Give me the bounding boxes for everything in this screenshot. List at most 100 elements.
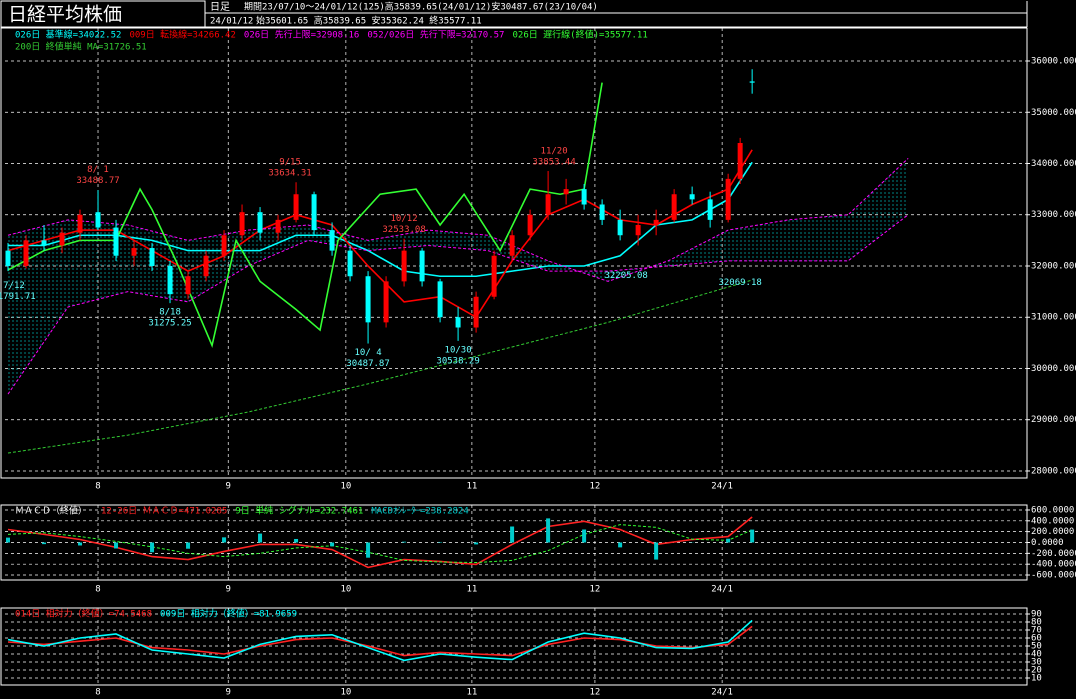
candle-body: [239, 212, 245, 236]
histogram-bar: [6, 537, 11, 543]
candle-body: [365, 276, 371, 323]
x-tick-label: 11: [466, 688, 477, 698]
annotation-value: 31791.71: [0, 292, 36, 302]
legend-entry: 026日 遅行線(終値)=35577.11: [512, 29, 647, 41]
candle-body: [617, 219, 623, 236]
histogram-bar: [366, 542, 371, 558]
candle-body: [419, 250, 425, 282]
candle-body: [221, 235, 227, 256]
candle-body: [545, 194, 551, 215]
candle-body: [275, 219, 281, 233]
y-tick-label: 600.0000: [1031, 505, 1074, 515]
histogram-bar: [330, 542, 335, 547]
x-tick-label: 24/1: [711, 688, 733, 698]
candle-body: [77, 214, 83, 233]
candle-body: [23, 240, 29, 266]
legend-entry: 026日 先行上限=32908.16: [244, 29, 359, 41]
candle-body: [59, 232, 65, 246]
candle-body: [257, 212, 263, 233]
y-tick-label: 50: [1031, 642, 1042, 652]
y-tick-label: 20: [1031, 666, 1042, 676]
annotation-value: 33488.77: [76, 176, 119, 186]
histogram-bar: [114, 542, 119, 549]
histogram-bar: [750, 529, 755, 543]
panel-frame: [0, 27, 1028, 479]
legend-entry: 014日 相対力（終値）=74.5468: [15, 608, 152, 620]
series-line: [7, 524, 753, 564]
series-line: [7, 82, 603, 349]
candle-body: [689, 194, 695, 200]
x-tick-label: 10: [340, 585, 351, 595]
x-tick-label: 12: [589, 585, 600, 595]
candle-body: [311, 194, 317, 231]
candle-body: [203, 255, 209, 277]
candle-body: [437, 281, 443, 318]
legend-entry: 12-26日 ＭＡＣＤ=471.0285: [101, 506, 227, 517]
annotation-value: 30487.87: [346, 359, 389, 369]
y-tick-label: 10: [1031, 674, 1042, 684]
legend-entry: 009日 転換線=34266.42: [129, 29, 235, 41]
legend-entry: 9日 単純 シグナル=232.7461: [235, 505, 363, 517]
y-tick-label: 28000.0000: [1031, 466, 1076, 476]
period-info: 期間23/07/10～24/01/12(125)高35839.65(24/01/…: [244, 1, 598, 13]
candle-body: [491, 255, 497, 297]
y-tick-label: 29000.0000: [1031, 415, 1076, 425]
candle-body: [599, 204, 605, 220]
annotation-value: 31275.25: [148, 319, 191, 329]
candle-body: [185, 276, 191, 295]
annotation-date: 11/20: [541, 147, 568, 157]
candle-body: [737, 142, 743, 179]
y-tick-label: 90: [1031, 610, 1042, 620]
y-tick-label: 200.0000: [1031, 527, 1074, 537]
x-tick-label: 8: [95, 482, 100, 492]
candle-body: [347, 250, 353, 277]
annotation-value: 32069.18: [718, 278, 761, 288]
candle-body: [707, 199, 713, 220]
annotation-date: 10/30: [445, 345, 472, 355]
histogram-bar: [222, 537, 227, 543]
annotation-date: 7/12: [3, 281, 25, 291]
x-tick-label: 24/1: [711, 482, 733, 492]
x-tick-label: 9: [226, 585, 231, 595]
x-tick-label: 12: [589, 482, 600, 492]
legend-entry: 009日 相対力（終値）=81.9659: [160, 608, 297, 620]
annotation-value: 33634.31: [268, 169, 311, 179]
period-type: 日足: [210, 1, 230, 13]
candle-body: [455, 317, 461, 328]
title-box: [0, 0, 206, 28]
candle-body: [149, 248, 155, 266]
candle-body: [41, 240, 47, 246]
candle-body: [635, 224, 641, 236]
y-tick-label: -200.0000: [1031, 549, 1076, 559]
histogram-bar: [582, 529, 587, 543]
candle-body: [509, 235, 515, 256]
annotation-date: 9/15: [279, 158, 301, 168]
histogram-bar: [474, 542, 479, 545]
candle-body: [581, 189, 587, 205]
y-tick-label: -400.0000: [1031, 560, 1076, 570]
series-line: [7, 516, 753, 569]
series-line: [7, 619, 753, 662]
candle-body: [113, 227, 119, 256]
annotation-value: 30538.29: [436, 356, 479, 366]
histogram-bar: [654, 542, 659, 560]
x-tick-label: 11: [466, 585, 477, 595]
y-tick-label: 32000.0000: [1031, 261, 1076, 271]
histogram-bar: [42, 542, 47, 545]
x-tick-label: 8: [95, 688, 100, 698]
candle-body: [563, 189, 569, 195]
candle-body: [293, 194, 299, 220]
histogram-bar: [78, 542, 83, 546]
chart-title: 日経平均株価: [8, 4, 122, 26]
candle-body: [329, 230, 335, 251]
annotation-value: 33853.44: [532, 158, 575, 168]
annotation-date: 10/12: [391, 214, 418, 224]
y-tick-label: 40: [1031, 650, 1042, 660]
last-ohlc: 始35601.65 高35839.65 安35362.24 終35577.11: [256, 15, 482, 27]
candle-body: [527, 214, 533, 236]
histogram-bar: [726, 538, 731, 543]
x-tick-label: 10: [340, 482, 351, 492]
y-tick-label: 400.0000: [1031, 516, 1074, 526]
